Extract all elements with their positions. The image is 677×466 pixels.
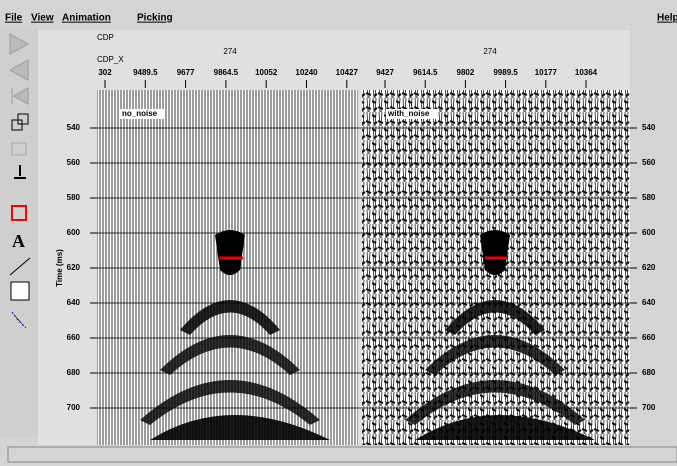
- menu-item[interactable]: View: [31, 13, 54, 24]
- y-tick-label: 660: [67, 333, 81, 342]
- y-tick-label: 640: [67, 298, 81, 307]
- y-tick-label: 560: [642, 158, 656, 167]
- header-area: [38, 30, 630, 90]
- y-tick-label: 600: [642, 228, 656, 237]
- y-tick-label: 640: [642, 298, 656, 307]
- y-tick-label: 700: [642, 403, 656, 412]
- y-tick-label: 560: [67, 158, 81, 167]
- x-tick-label: 10240: [295, 68, 318, 77]
- toolbar: A: [0, 28, 38, 438]
- y-tick-label: 600: [67, 228, 81, 237]
- cdp-value: 274: [483, 47, 497, 56]
- x-tick-label: 302: [98, 68, 112, 77]
- x-tick-label: 9614.5: [413, 68, 438, 77]
- panel-label: no_noise: [122, 109, 158, 118]
- y-tick-label: 680: [67, 368, 81, 377]
- y-tick-label: 680: [642, 368, 656, 377]
- menu-item[interactable]: Animation: [62, 13, 111, 24]
- y-tick-label: 620: [67, 263, 81, 272]
- status-bar: [8, 447, 677, 462]
- x-tick-label: 9677: [177, 68, 195, 77]
- x-tick-label: 10364: [575, 68, 598, 77]
- y-tick-label: 620: [642, 263, 656, 272]
- y-tick-label: 580: [67, 193, 81, 202]
- menu-item[interactable]: Picking: [137, 13, 173, 24]
- y-tick-label: 540: [642, 123, 656, 132]
- cdp-value: 274: [223, 47, 237, 56]
- x-tick-label: 9864.5: [214, 68, 239, 77]
- x-tick-label: 10177: [535, 68, 558, 77]
- menu-item[interactable]: File: [5, 13, 23, 24]
- x-tick-label: 9489.5: [133, 68, 158, 77]
- panel-label: with_noise: [387, 109, 430, 118]
- cdp-x-label: CDP_X: [97, 55, 124, 64]
- menu-item[interactable]: Help: [657, 13, 677, 24]
- x-tick-label: 9427: [376, 68, 394, 77]
- cdp-label: CDP: [97, 33, 114, 42]
- app-window: CDP CDP_X Time (ms) A File View Animation P…: [0, 0, 677, 466]
- x-tick-label: 10427: [336, 68, 359, 77]
- y-tick-label: 700: [67, 403, 81, 412]
- y-axis-label: Time (ms): [55, 249, 64, 287]
- y-tick-label: 540: [67, 123, 81, 132]
- svg-text:A: A: [12, 231, 25, 251]
- x-tick-label: 10052: [255, 68, 278, 77]
- y-tick-label: 580: [642, 193, 656, 202]
- x-tick-label: 9802: [457, 68, 475, 77]
- y-tick-label: 660: [642, 333, 656, 342]
- x-tick-label: 9989.5: [493, 68, 518, 77]
